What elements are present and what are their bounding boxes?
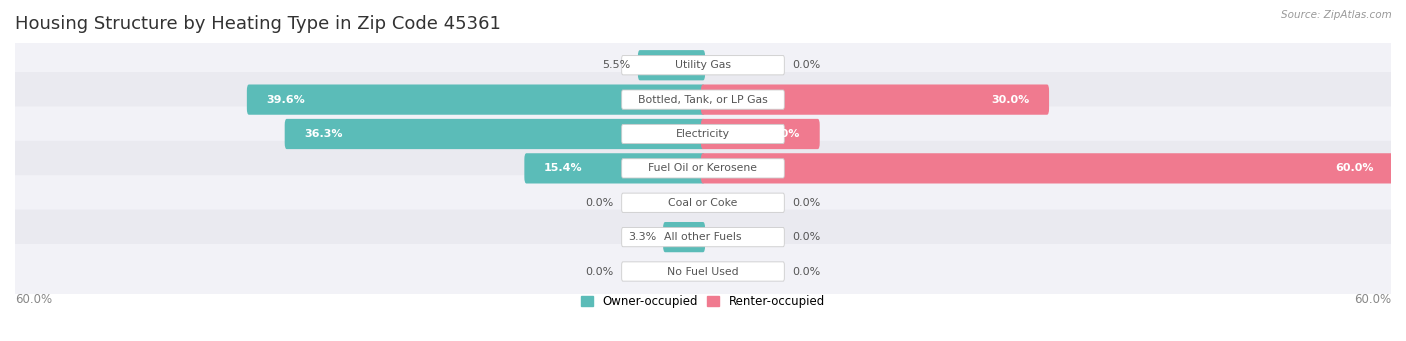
Text: Source: ZipAtlas.com: Source: ZipAtlas.com (1281, 10, 1392, 20)
Text: 5.5%: 5.5% (603, 60, 631, 70)
Text: 0.0%: 0.0% (793, 198, 821, 208)
FancyBboxPatch shape (11, 106, 1395, 162)
Text: Housing Structure by Heating Type in Zip Code 45361: Housing Structure by Heating Type in Zip… (15, 15, 501, 33)
FancyBboxPatch shape (11, 72, 1395, 127)
Text: 0.0%: 0.0% (793, 232, 821, 242)
FancyBboxPatch shape (247, 85, 704, 115)
FancyBboxPatch shape (638, 50, 704, 80)
FancyBboxPatch shape (11, 38, 1395, 93)
FancyBboxPatch shape (621, 159, 785, 178)
FancyBboxPatch shape (621, 262, 785, 281)
FancyBboxPatch shape (621, 227, 785, 247)
FancyBboxPatch shape (702, 119, 820, 149)
Text: 3.3%: 3.3% (627, 232, 657, 242)
FancyBboxPatch shape (11, 210, 1395, 265)
Text: Coal or Coke: Coal or Coke (668, 198, 738, 208)
Text: 10.0%: 10.0% (762, 129, 800, 139)
FancyBboxPatch shape (524, 153, 704, 183)
FancyBboxPatch shape (11, 244, 1395, 299)
Text: Utility Gas: Utility Gas (675, 60, 731, 70)
Text: 60.0%: 60.0% (1336, 163, 1374, 173)
FancyBboxPatch shape (621, 90, 785, 109)
Text: 39.6%: 39.6% (266, 94, 305, 105)
FancyBboxPatch shape (621, 193, 785, 212)
Text: 0.0%: 0.0% (793, 60, 821, 70)
Legend: Owner-occupied, Renter-occupied: Owner-occupied, Renter-occupied (581, 295, 825, 308)
FancyBboxPatch shape (11, 175, 1395, 230)
Text: 15.4%: 15.4% (544, 163, 582, 173)
Text: 60.0%: 60.0% (15, 293, 52, 306)
Text: 60.0%: 60.0% (1354, 293, 1391, 306)
Text: 0.0%: 0.0% (585, 267, 613, 277)
FancyBboxPatch shape (621, 124, 785, 144)
Text: Bottled, Tank, or LP Gas: Bottled, Tank, or LP Gas (638, 94, 768, 105)
FancyBboxPatch shape (621, 56, 785, 75)
FancyBboxPatch shape (702, 153, 1393, 183)
Text: All other Fuels: All other Fuels (664, 232, 742, 242)
Text: 30.0%: 30.0% (991, 94, 1029, 105)
FancyBboxPatch shape (702, 85, 1049, 115)
Text: Fuel Oil or Kerosene: Fuel Oil or Kerosene (648, 163, 758, 173)
Text: 0.0%: 0.0% (585, 198, 613, 208)
Text: 0.0%: 0.0% (793, 267, 821, 277)
Text: 36.3%: 36.3% (304, 129, 343, 139)
FancyBboxPatch shape (11, 141, 1395, 196)
Text: Electricity: Electricity (676, 129, 730, 139)
FancyBboxPatch shape (664, 222, 704, 252)
FancyBboxPatch shape (284, 119, 704, 149)
Text: No Fuel Used: No Fuel Used (668, 267, 738, 277)
